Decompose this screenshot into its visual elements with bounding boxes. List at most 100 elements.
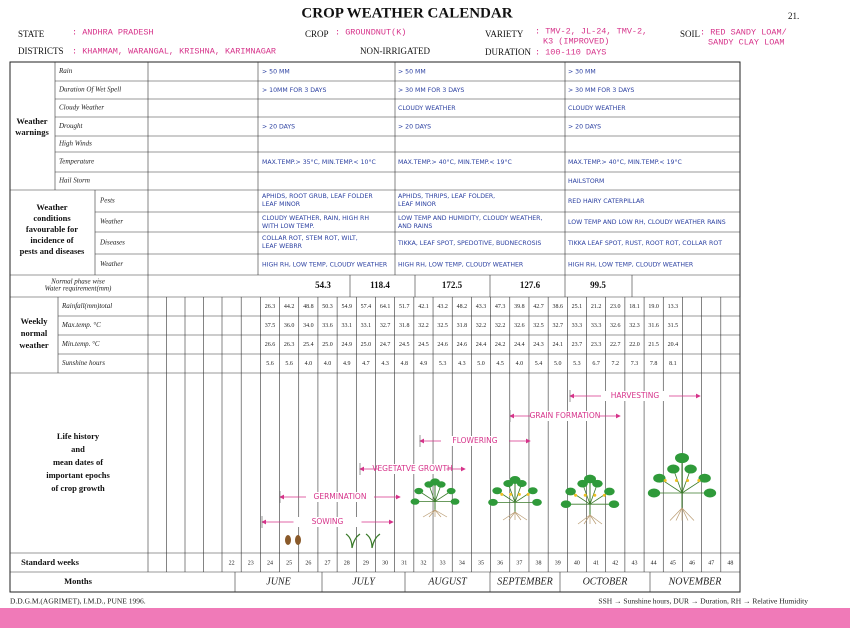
plant-flower <box>602 493 606 497</box>
warning-cell: MAX.TEMP.> 35°C, MIN.TEMP.< 10°C <box>262 158 376 166</box>
warning-cell: HAILSTORM <box>568 178 604 185</box>
water-value: 118.4 <box>370 280 390 290</box>
warning-cell: > 30 MM FOR 3 DAYS <box>398 87 464 94</box>
week-number: 23 <box>248 560 254 566</box>
plant-leaf <box>509 476 521 484</box>
plant-leaf <box>430 478 440 486</box>
weekly-value: 23.7 <box>572 342 583 348</box>
plant-flower <box>574 493 578 497</box>
section-label: Life history <box>57 431 100 441</box>
weekly-value: 31.5 <box>668 323 679 329</box>
footer-credit: D.D.G.M.(AGRIMET), I.M.D., PUNE 1996. <box>10 597 146 606</box>
stage-label: GERMINATION <box>314 492 367 501</box>
weekly-value: 5.0 <box>554 361 562 367</box>
weekly-value: 43.3 <box>476 304 487 310</box>
week-number: 42 <box>612 560 618 566</box>
weekly-value: 31.8 <box>457 323 468 329</box>
plant-root <box>502 511 516 521</box>
plant-root <box>589 514 603 525</box>
stage-label-bg <box>306 492 374 502</box>
week-number: 26 <box>305 560 311 566</box>
title: CROP WEATHER CALENDAR <box>301 5 512 21</box>
week-number: 30 <box>382 560 388 566</box>
weekly-value: 8.1 <box>669 361 677 367</box>
weekly-value: 33.6 <box>322 323 333 329</box>
plant-leaf <box>667 464 680 474</box>
bottom-band <box>0 608 850 628</box>
weekly-value: 57.4 <box>361 304 372 310</box>
plant-leaf <box>604 487 615 496</box>
plant-leaf <box>488 498 498 506</box>
plant-leaf <box>577 479 588 488</box>
warning-cell: MAX.TEMP.> 40°C, MIN.TEMP.< 19°C <box>568 158 682 166</box>
footer-legend: SSH → Sunshine hours, DUR → Duration, RH… <box>598 597 808 606</box>
plant-leaf <box>414 487 424 495</box>
weekly-value: 4.8 <box>401 361 409 367</box>
weekly-value: 36.0 <box>284 323 295 329</box>
week-number: 22 <box>229 560 235 566</box>
warning-cell: > 50 MM <box>398 69 426 76</box>
weekly-value: 54.9 <box>341 304 352 310</box>
weekly-value: 33.3 <box>572 323 583 329</box>
pest-cell: HIGH RH, LOW TEMP, CLOUDY WEATHER <box>398 262 524 269</box>
weekly-value: 25.0 <box>322 342 333 348</box>
stage-label-bg <box>531 411 599 421</box>
plant-root <box>669 507 683 521</box>
month-name: AUGUST <box>427 576 468 587</box>
weekly-value: 42.7 <box>533 304 544 310</box>
row-label: Max.temp. °C <box>61 321 101 329</box>
plant-leaf <box>647 488 661 498</box>
weekly-value: 48.8 <box>303 304 314 310</box>
section-label: conditions <box>33 213 71 223</box>
seed <box>295 535 301 545</box>
row-label: Drought <box>58 122 84 130</box>
section-label: pests and diseases <box>20 246 85 256</box>
weekly-value: 31.8 <box>399 323 410 329</box>
soil: SANDY CLAY LOAM <box>708 37 785 47</box>
soil: : RED SANDY LOAM/ <box>700 27 787 37</box>
row-label: Cloudy Weather <box>59 104 104 112</box>
plant-leaf <box>527 487 538 495</box>
weekly-value: 50.3 <box>322 304 333 310</box>
row-label: Weather <box>100 218 123 226</box>
plant-flower <box>686 479 690 482</box>
weekly-value: 24.7 <box>380 342 391 348</box>
page-number: 21. <box>788 11 799 21</box>
plant-root <box>508 511 516 521</box>
week-number: 38 <box>536 560 542 566</box>
week-number: 39 <box>555 560 561 566</box>
row-label: Rainfall(mm)total <box>61 302 112 310</box>
weekly-value: 24.9 <box>341 342 352 348</box>
weekly-value: 47.3 <box>495 304 506 310</box>
districts: : KHAMMAM, WARANGAL, KRISHNA, KARIMNAGAR <box>72 46 276 56</box>
weekly-value: 25.1 <box>572 304 583 310</box>
week-number: 40 <box>574 560 580 566</box>
warning-cell: CLOUDY WEATHER <box>568 105 626 112</box>
weekly-value: 39.8 <box>514 304 525 310</box>
pest-cell: LOW TEMP AND HUMIDITY, CLOUDY WEATHER, <box>398 215 542 222</box>
warning-cell: MAX.TEMP.> 40°C, MIN.TEMP.< 19°C <box>398 158 512 166</box>
duration-label: DURATION <box>485 47 531 57</box>
week-number: 41 <box>593 560 599 566</box>
weekly-value: 6.7 <box>592 361 600 367</box>
section-label: Weather <box>16 116 47 126</box>
warning-cell: > 30 MM <box>568 69 596 76</box>
pest-cell: LOW TEMP AND LOW RH, CLOUDY WEATHER RAIN… <box>568 219 726 226</box>
water-value: 54.3 <box>315 280 331 290</box>
weekly-value: 5.6 <box>285 361 293 367</box>
plant-root <box>434 509 448 518</box>
week-number: 31 <box>401 560 407 566</box>
section-label: and <box>71 444 85 454</box>
weekly-value: 32.5 <box>437 323 448 329</box>
weekly-value: 24.3 <box>533 342 544 348</box>
weekly-value: 26.6 <box>265 342 276 348</box>
warning-cell: > 30 MM FOR 3 DAYS <box>568 87 634 94</box>
plant-root <box>422 509 436 518</box>
plant-leaf <box>446 487 456 495</box>
section-label: normal <box>21 328 48 338</box>
plant-flower <box>500 492 504 496</box>
month-name: NOVEMBER <box>668 576 722 587</box>
districts-label: DISTRICTS <box>18 46 64 56</box>
weekly-value: 4.5 <box>496 361 504 367</box>
seed <box>285 535 291 545</box>
